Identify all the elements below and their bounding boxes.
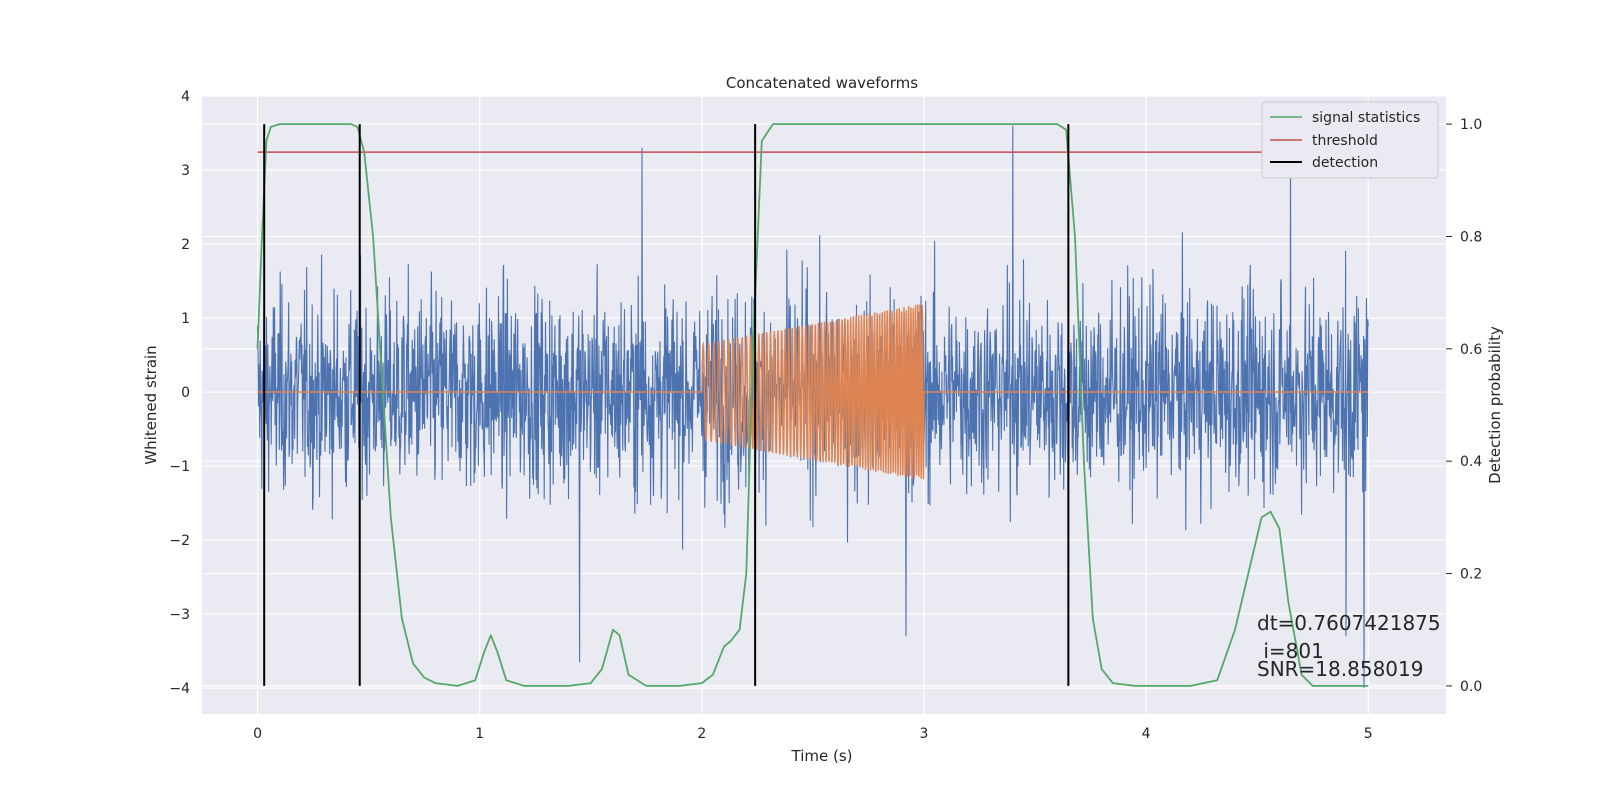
chart-title: Concatenated waveforms xyxy=(726,74,918,92)
y-axis-label: Whitened strain xyxy=(142,345,160,464)
y2-tick-label: 1.0 xyxy=(1460,117,1482,133)
y2-tick-label: 0.2 xyxy=(1460,567,1482,583)
y2-tick-label: 0.6 xyxy=(1460,342,1482,358)
x-tick-label: 4 xyxy=(1142,726,1151,742)
annotation-dt: dt=0.7607421875 xyxy=(1257,611,1441,635)
y-tick-label: −2 xyxy=(169,533,190,549)
tick-labels: 0 1 2 3 4 5 −4 −3 −2 −1 0 1 2 3 4 0.0 0.2 0.4 0.6 0.8 1.0 xyxy=(169,89,1482,742)
legend-label-signal-statistics: signal statistics xyxy=(1312,110,1420,126)
y2-tick-label: 0.0 xyxy=(1460,679,1482,695)
strain-line xyxy=(256,125,1369,689)
x-tick-label: 0 xyxy=(253,726,262,742)
strain-series xyxy=(256,125,1369,689)
injection-series xyxy=(257,304,1369,480)
y-tick-label: 3 xyxy=(181,163,190,179)
x-tick-label: 3 xyxy=(920,726,929,742)
legend-label-detection: detection xyxy=(1312,155,1378,171)
y2-tick-label: 0.8 xyxy=(1460,229,1482,245)
y2-axis-label: Detection probability xyxy=(1486,326,1504,484)
y-tick-label: −4 xyxy=(169,681,190,697)
detection-series xyxy=(263,124,1070,686)
y-tick-label: 1 xyxy=(181,311,190,327)
x-tick-label: 1 xyxy=(475,726,484,742)
y2-tick-label: 0.4 xyxy=(1460,454,1482,470)
annotation-i: i=801 xyxy=(1257,639,1324,663)
legend: signal statistics threshold detection xyxy=(1261,101,1439,179)
signal-statistics-series xyxy=(256,123,1369,687)
y-tick-label: 0 xyxy=(181,385,190,401)
y-tick-label: −1 xyxy=(169,459,190,475)
x-tick-label: 5 xyxy=(1364,726,1373,742)
y-tick-label: 2 xyxy=(181,237,190,253)
annotation-snr: SNR=18.858019 xyxy=(1257,657,1423,681)
y-tick-label: −3 xyxy=(169,607,190,623)
x-tick-label: 2 xyxy=(697,726,706,742)
signal-statistics-line xyxy=(256,123,1369,687)
y-tick-label: 4 xyxy=(181,89,190,105)
legend-label-threshold: threshold xyxy=(1312,133,1378,149)
legend-box xyxy=(1261,101,1439,179)
injection-line xyxy=(257,304,1369,480)
x-axis-label: Time (s) xyxy=(791,747,853,765)
